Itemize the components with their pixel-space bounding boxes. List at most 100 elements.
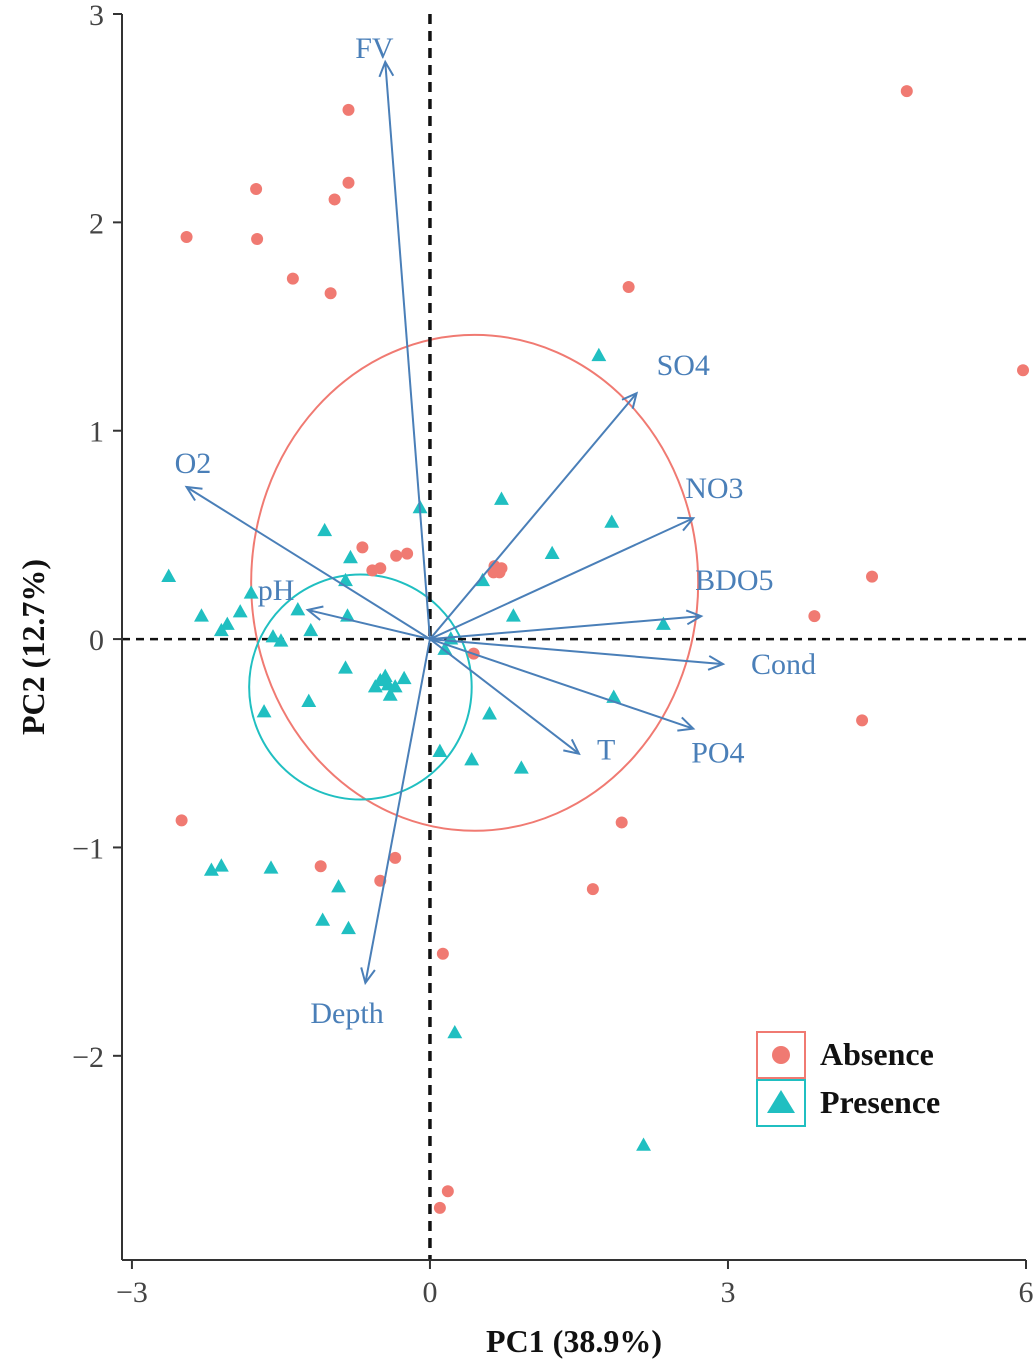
y-tick-label: −2: [72, 1041, 104, 1074]
data-point-presence: [591, 347, 607, 362]
data-point-absence: [389, 851, 402, 864]
data-point-absence: [356, 541, 369, 554]
arrow-shaft-depth: [364, 638, 431, 984]
data-point-absence: [328, 193, 341, 206]
data-point-presence: [341, 920, 356, 935]
data-point-presence: [203, 862, 219, 876]
scatter-points: [161, 85, 1030, 1214]
loading-label-cond: Cond: [751, 648, 816, 681]
data-point-presence: [343, 549, 358, 564]
arrow-head-o2: [184, 485, 203, 502]
loading-label-fv: FV: [355, 32, 394, 65]
y-tick-label: −1: [72, 832, 104, 865]
x-tick-label: −3: [116, 1276, 148, 1309]
data-point-presence: [213, 858, 229, 872]
data-point-presence: [232, 604, 248, 618]
axes: −3 0 3 6 −2 −1 0 1 2 3: [72, 0, 1033, 1309]
loading-label-bdo5: BDO5: [695, 564, 773, 597]
data-point-presence: [655, 616, 671, 630]
legend-marker-absence: [772, 1046, 790, 1064]
data-point-absence: [615, 816, 628, 829]
data-point-presence: [219, 616, 235, 630]
data-point-absence: [586, 883, 599, 896]
data-point-presence: [213, 622, 229, 637]
loading-label-ph: pH: [258, 574, 295, 607]
data-point-absence: [856, 714, 869, 727]
data-point-presence: [396, 670, 412, 685]
data-point-presence: [367, 679, 383, 693]
data-point-absence: [390, 549, 403, 562]
data-point-presence: [301, 693, 317, 707]
arrow-shaft-so4: [429, 392, 638, 640]
data-point-presence: [464, 752, 480, 766]
data-point-presence: [482, 706, 498, 720]
loading-label-no3: NO3: [685, 472, 743, 505]
data-point-presence: [273, 633, 289, 647]
arrow-head-cond: [707, 655, 726, 671]
data-point-presence: [494, 491, 509, 505]
arrow-shaft-bdo5: [429, 615, 702, 641]
data-point-presence: [338, 660, 353, 674]
data-point-presence: [505, 608, 521, 622]
data-point-presence: [447, 1024, 463, 1039]
legend-key-absence: [756, 1031, 806, 1079]
arrow-shaft-fv: [384, 61, 431, 640]
arrow-shaft-po4: [429, 638, 694, 730]
y-tick-label: 3: [89, 0, 104, 32]
arrow-shaft-ph: [307, 608, 431, 641]
legend: Absence Presence: [756, 1031, 940, 1127]
data-point-absence: [495, 562, 508, 575]
data-point-presence: [513, 760, 529, 774]
data-point-presence: [194, 608, 209, 622]
ellipse-presence: [248, 573, 473, 801]
data-point-presence: [604, 514, 620, 528]
data-point-presence: [265, 629, 281, 643]
x-axis-title: PC1 (38.9%): [486, 1323, 662, 1359]
data-point-absence: [441, 1185, 454, 1198]
y-tick-label: 1: [89, 416, 104, 449]
data-point-presence: [317, 522, 333, 537]
ellipse-absence: [250, 333, 700, 832]
arrow-shaft-o2: [186, 486, 431, 640]
data-point-absence: [286, 272, 299, 285]
arrow-head-no3: [677, 516, 696, 532]
y-tick-label: 2: [89, 207, 104, 240]
loading-po4: PO4: [429, 638, 745, 770]
loading-label-o2: O2: [175, 447, 212, 480]
loading-label-t: T: [597, 734, 615, 767]
data-point-presence: [475, 572, 491, 587]
arrow-head-depth: [360, 967, 376, 986]
data-point-absence: [622, 280, 635, 293]
data-point-presence: [290, 601, 306, 616]
data-point-absence: [401, 547, 414, 560]
data-point-absence: [366, 564, 379, 577]
confidence-ellipses: [248, 333, 700, 832]
data-point-presence: [437, 641, 453, 655]
arrow-head-t: [563, 738, 581, 756]
data-point-presence: [544, 545, 560, 560]
data-point-presence: [263, 860, 279, 874]
arrow-shaft-no3: [429, 517, 694, 640]
loading-label-so4: SO4: [657, 349, 710, 382]
data-point-presence: [331, 879, 347, 893]
loading-so4: SO4: [429, 349, 710, 640]
data-point-absence: [175, 814, 188, 827]
data-point-presence: [161, 568, 177, 582]
data-point-absence: [433, 1201, 446, 1214]
arrow-shaft-cond: [429, 638, 724, 666]
data-point-absence: [342, 176, 355, 189]
data-point-absence: [250, 183, 263, 196]
loading-ph: pH: [258, 574, 431, 641]
data-point-absence: [866, 570, 879, 583]
x-tick-label: 0: [422, 1276, 437, 1309]
arrow-head-fv: [378, 59, 395, 78]
reference-lines: [122, 14, 1026, 1260]
data-point-presence: [636, 1137, 651, 1151]
legend-marker-presence: [767, 1090, 795, 1113]
data-point-presence: [303, 622, 319, 637]
loading-label-depth: Depth: [310, 997, 383, 1030]
data-point-absence: [1017, 364, 1030, 377]
y-axis-title: PC2 (12.7%): [15, 559, 51, 735]
loading-cond: Cond: [429, 638, 816, 681]
